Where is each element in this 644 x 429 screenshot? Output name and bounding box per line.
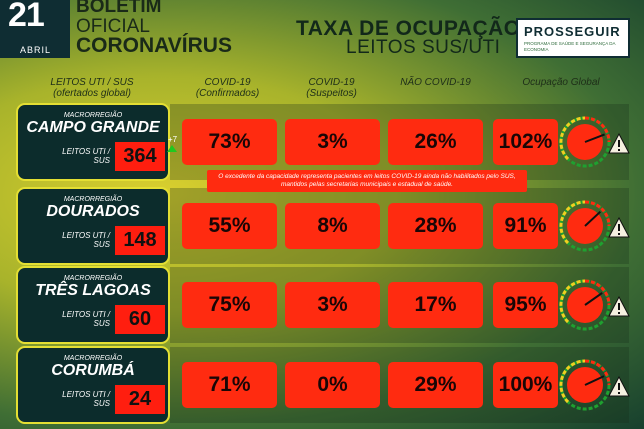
logo-main-text: PROSSEGUIR (524, 24, 621, 39)
pct-suspeitos: 0% (285, 362, 380, 408)
pct-global: 91% (493, 203, 558, 249)
region-name: CORUMBÁ (51, 362, 135, 379)
col-header-confirmados: COVID-19 (Confirmados) (180, 77, 275, 99)
boletim-line2: OFICIAL (76, 16, 150, 37)
date-month: ABRIL (20, 45, 52, 55)
region-card: MACRORREGIÃO CORUMBÁ LEITOS UTI / SUS 24 (16, 346, 170, 424)
pct-confirmados: 73% (182, 119, 277, 165)
pct-nao-covid: 26% (388, 119, 483, 165)
pct-global: 100% (493, 362, 558, 408)
col-header-global: Ocupação Global (506, 77, 616, 88)
increase-arrow-icon (167, 145, 177, 152)
leitos-label: LEITOS UTI / SUS (62, 310, 110, 328)
col-leitos-sub: (ofertados global) (53, 88, 131, 99)
region-card: MACRORREGIÃO CAMPO GRANDE LEITOS UTI / S… (16, 103, 177, 181)
macro-label: MACRORREGIÃO (63, 196, 123, 203)
col-leitos-title: LEITOS UTI / SUS (50, 77, 134, 88)
col-header-nao-covid: NÃO COVID-19 (388, 77, 483, 88)
date-day: 21 (8, 0, 45, 34)
gauge-icon (559, 116, 611, 168)
leitos-label: LEITOS UTI / SUS (62, 390, 110, 408)
pct-confirmados: 55% (182, 203, 277, 249)
pct-suspeitos: 3% (285, 119, 380, 165)
gauge-icon (559, 200, 611, 252)
gauge-icon (559, 359, 611, 411)
logo-sub-text: PROGRAMA DE SAÚDE E SEGURANÇA DA ECONOMI… (524, 41, 616, 52)
region-name: CAMPO GRANDE (26, 119, 160, 136)
warning-icon (608, 376, 630, 397)
capacity-note: O excedente da capacidade representa pac… (207, 170, 527, 192)
macro-label: MACRORREGIÃO (63, 355, 123, 362)
pct-nao-covid: 28% (388, 203, 483, 249)
col-suspeitos-sub: (Suspeitos) (306, 88, 357, 99)
region-name: DOURADOS (46, 203, 140, 220)
col-confirmados-title: COVID-19 (204, 77, 251, 88)
gauge-icon (559, 279, 611, 331)
macro-label: MACRORREGIÃO (63, 112, 123, 119)
pct-confirmados: 75% (182, 282, 277, 328)
pct-nao-covid: 29% (388, 362, 483, 408)
page-title: TAXA DE OCUPAÇÃO (296, 17, 521, 40)
col-global-title: Ocupação Global (522, 77, 600, 88)
pct-suspeitos: 8% (285, 203, 380, 249)
warning-icon (608, 296, 630, 317)
pct-global: 95% (493, 282, 558, 328)
col-suspeitos-title: COVID-19 (308, 77, 355, 88)
pct-global: 102% (493, 119, 558, 165)
beds-value: 148 (115, 226, 165, 255)
macro-label: MACRORREGIÃO (63, 275, 123, 282)
boletim-line1: BOLETIM (76, 0, 162, 17)
beds-value: 364 (115, 142, 165, 171)
pct-suspeitos: 3% (285, 282, 380, 328)
col-header-suspeitos: COVID-19 (Suspeitos) (284, 77, 379, 99)
region-card: MACRORREGIÃO DOURADOS LEITOS UTI / SUS 1… (16, 187, 170, 265)
col-header-leitos: LEITOS UTI / SUS (ofertados global) (22, 77, 162, 99)
warning-icon (608, 133, 630, 154)
date-badge: 21 ABRIL (0, 0, 70, 58)
warning-icon (608, 217, 630, 238)
beds-value: 60 (115, 305, 165, 334)
region-name: TRÊS LAGOAS (35, 282, 151, 299)
page-subtitle: LEITOS SUS/UTI (346, 37, 501, 58)
beds-value: 24 (115, 385, 165, 414)
pct-confirmados: 71% (182, 362, 277, 408)
leitos-label: LEITOS UTI / SUS (62, 231, 110, 249)
boletim-line3: CORONAVÍRUS (76, 34, 232, 57)
col-nao-covid-title: NÃO COVID-19 (400, 77, 471, 88)
leitos-label: LEITOS UTI / SUS (62, 147, 110, 165)
beds-delta: +7 (168, 135, 178, 144)
pct-nao-covid: 17% (388, 282, 483, 328)
col-confirmados-sub: (Confirmados) (195, 88, 260, 99)
region-card: MACRORREGIÃO TRÊS LAGOAS LEITOS UTI / SU… (16, 266, 170, 344)
prosseguir-logo: PROSSEGUIR PROGRAMA DE SAÚDE E SEGURANÇA… (516, 18, 630, 58)
